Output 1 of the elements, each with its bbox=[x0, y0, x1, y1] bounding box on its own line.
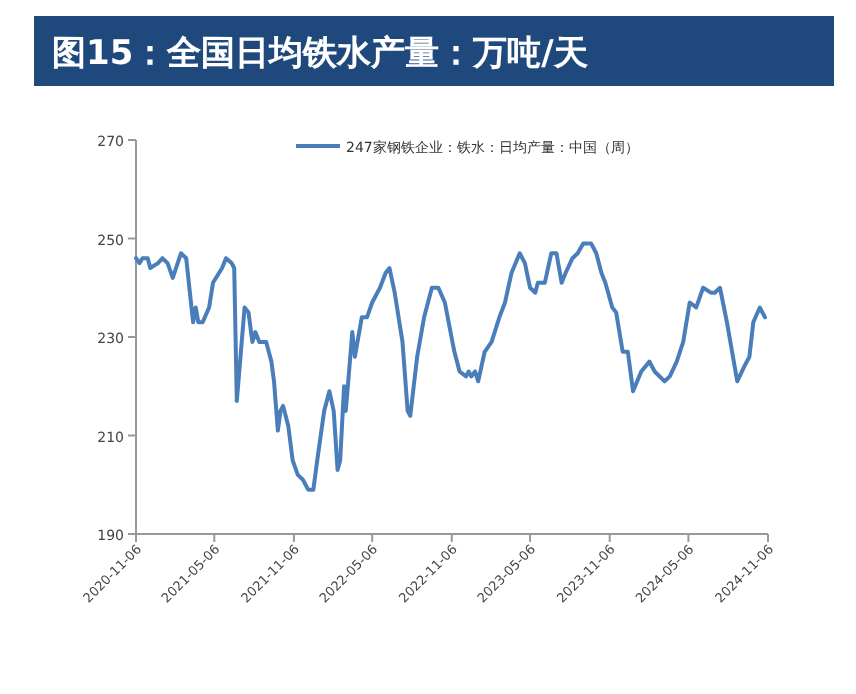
title: 图15：全国日均铁水产量：万吨/天 bbox=[52, 34, 588, 74]
